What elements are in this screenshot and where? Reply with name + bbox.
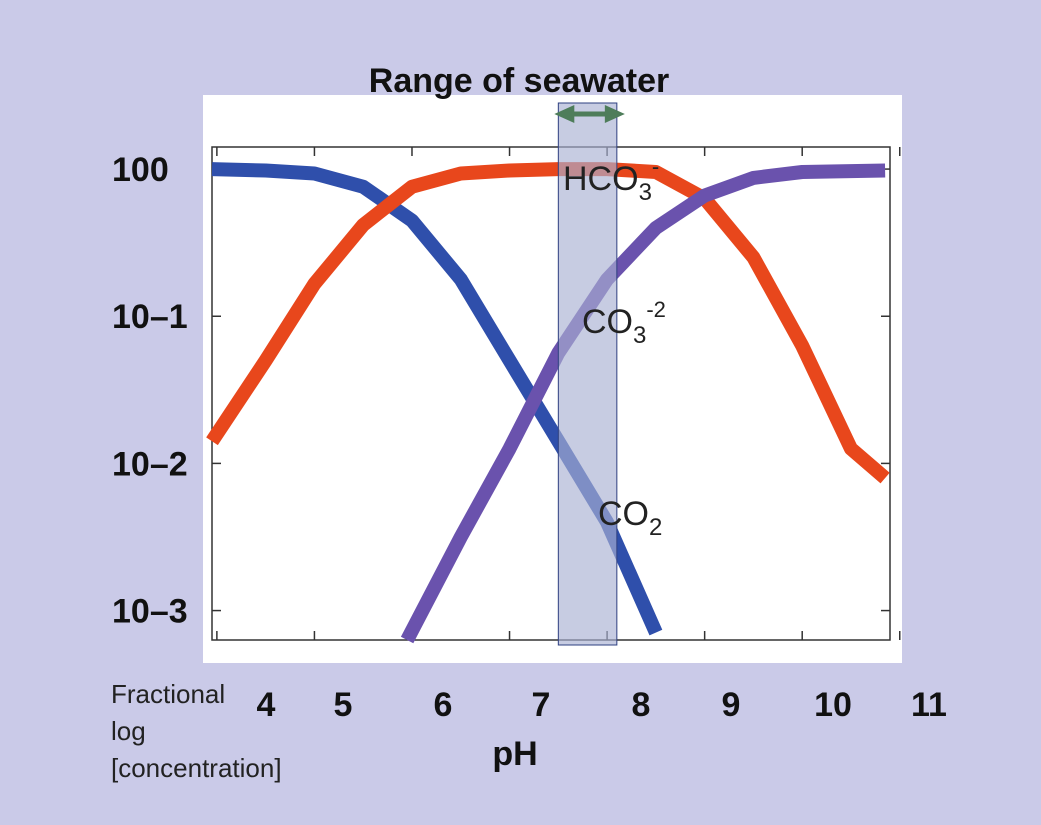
label-subscript: 2 [649, 514, 662, 541]
series-label-hco3: HCO3- [563, 154, 659, 206]
x-tick-label: 9 [722, 686, 741, 724]
label-subscript: 3 [633, 322, 646, 349]
x-axis-label: pH [492, 735, 537, 773]
annotation-line: Fractional [111, 679, 225, 709]
label-main: CO [582, 303, 633, 341]
y-axis-annotation: Fractional log [concentration] [111, 679, 282, 783]
x-tick-label: 5 [334, 686, 353, 724]
y-tick-label: 10–1 [112, 298, 188, 336]
label-superscript: -2 [646, 297, 666, 322]
series-label-co2: CO2 [598, 495, 662, 541]
x-tick-label: 11 [911, 686, 947, 724]
annotation-line: [concentration] [111, 753, 282, 783]
x-tick-label: 7 [532, 686, 551, 724]
y-tick-label: 10–2 [112, 445, 188, 483]
x-tick-label: 8 [632, 686, 651, 724]
x-tick-labels: 4 5 6 7 8 9 10 11 [257, 686, 947, 724]
y-tick-label: 100 [112, 151, 169, 189]
arrow-head-right [604, 105, 625, 123]
label-subscript: 3 [639, 179, 652, 206]
x-tick-label: 10 [814, 686, 852, 724]
x-tick-label: 6 [434, 686, 453, 724]
series-label-co3: CO3-2 [582, 297, 666, 349]
label-main: HCO [563, 160, 639, 198]
label-superscript: - [652, 154, 659, 179]
y-tick-label: 10–3 [112, 593, 188, 631]
axes-box [211, 146, 891, 641]
plot-frame [211, 146, 901, 641]
chart-title: Range of seawater [369, 62, 669, 100]
arrow-head-left [554, 105, 575, 123]
seawater-range-band [557, 102, 618, 646]
annotation-line: log [111, 716, 146, 746]
range-arrow [554, 105, 625, 123]
y-tick-labels: 100 10–1 10–2 10–3 [112, 151, 188, 630]
series-line-co3 [400, 163, 886, 644]
label-main: CO [598, 495, 649, 533]
x-tick-label: 4 [257, 686, 276, 724]
